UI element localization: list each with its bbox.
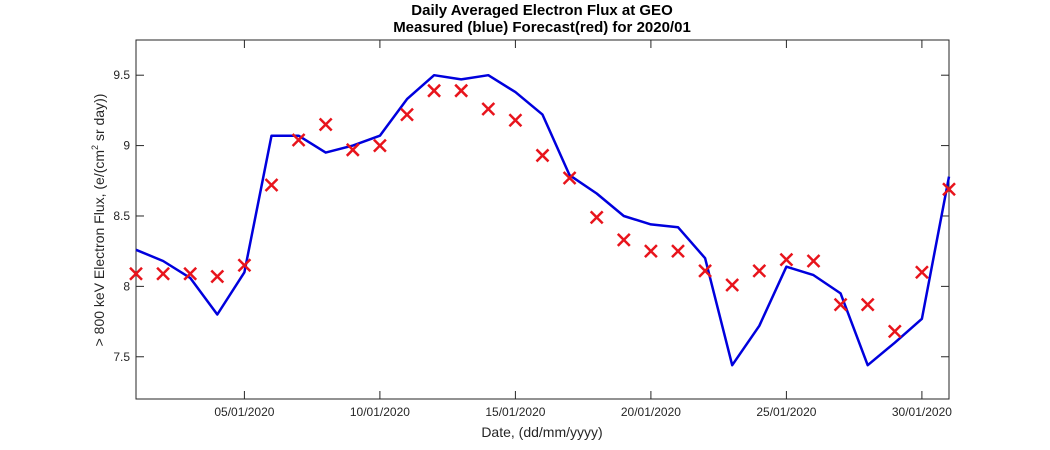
forecast-point <box>508 113 523 128</box>
forecast-point-stroke <box>915 265 929 280</box>
forecast-point-stroke <box>942 182 956 197</box>
forecast-point-stroke <box>644 244 658 259</box>
forecast-point-stroke <box>671 244 685 259</box>
forecast-point <box>156 266 170 281</box>
forecast-point <box>427 83 441 98</box>
forecast-point-stroke <box>156 266 170 281</box>
forecast-point <box>616 233 631 247</box>
chart-subtitle: Measured (blue) Forecast(red) for 2020/0… <box>393 19 691 36</box>
forecast-point-stroke <box>860 297 875 312</box>
forecast-point <box>887 324 902 339</box>
forecast-point <box>833 297 848 312</box>
forecast-point-stroke <box>698 264 712 278</box>
forecast-point <box>129 266 143 281</box>
y-tick-label: 8 <box>123 279 130 293</box>
measured-series-line <box>135 73 951 367</box>
x-axis-label: Date, (dd/mm/yyyy) <box>481 424 602 440</box>
forecast-point <box>752 264 767 278</box>
forecast-point-stroke <box>373 138 387 153</box>
forecast-point-stroke <box>833 297 848 312</box>
y-tick-label: 9 <box>123 139 130 153</box>
forecast-point <box>183 266 198 281</box>
plot-frame <box>135 39 950 400</box>
forecast-point-stroke <box>562 171 577 185</box>
x-tick-label: 25/01/2020 <box>756 405 816 419</box>
forecast-point-stroke <box>806 254 821 268</box>
forecast-point <box>535 148 550 163</box>
forecast-point <box>589 210 604 225</box>
forecast-point <box>562 171 577 185</box>
chart-title: Daily Averaged Electron Flux at GEO <box>411 2 673 19</box>
x-tick-label: 30/01/2020 <box>892 405 952 419</box>
forecast-point <box>779 252 794 267</box>
forecast-point-stroke <box>887 324 902 339</box>
y-axis-label: > 800 keV Electron Flux, (e/(cm2 sr day)… <box>90 94 107 347</box>
forecast-point-stroke <box>345 142 360 157</box>
series-layer <box>129 73 956 367</box>
forecast-point-stroke <box>454 83 469 98</box>
forecast-point-stroke <box>183 266 198 281</box>
forecast-point-stroke <box>535 148 550 163</box>
forecast-point-stroke <box>779 252 794 267</box>
x-axis: 05/01/2020 10/01/2020 15/01/2020 20/01/2020… <box>214 40 952 419</box>
forecast-point-stroke <box>237 258 252 273</box>
forecast-point-stroke <box>508 113 523 128</box>
forecast-point <box>644 244 658 259</box>
forecast-point <box>806 254 821 268</box>
forecast-point-stroke <box>752 264 767 278</box>
forecast-point <box>698 264 712 278</box>
forecast-point <box>454 83 469 98</box>
forecast-point <box>400 107 414 122</box>
forecast-point <box>725 278 740 292</box>
forecast-point-stroke <box>427 83 441 98</box>
forecast-point-stroke <box>400 107 414 122</box>
forecast-point-stroke <box>210 269 225 284</box>
forecast-point-stroke <box>129 266 143 281</box>
forecast-point <box>318 117 333 132</box>
forecast-point <box>481 102 496 116</box>
y-tick-label: 9.5 <box>113 68 130 82</box>
forecast-point <box>210 269 225 284</box>
forecast-point-stroke <box>616 233 631 247</box>
forecast-point <box>237 258 252 273</box>
y-axis: 7.5 8 8.5 9 9.5 <box>113 68 949 364</box>
forecast-point-stroke <box>318 117 333 132</box>
forecast-point-stroke <box>481 102 496 116</box>
forecast-point-stroke <box>264 178 279 192</box>
forecast-point <box>671 244 685 259</box>
forecast-point-stroke <box>725 278 740 292</box>
x-tick-label: 05/01/2020 <box>214 405 274 419</box>
forecast-point <box>915 265 929 280</box>
forecast-point <box>264 178 279 192</box>
forecast-point <box>291 133 306 147</box>
forecast-point <box>860 297 875 312</box>
x-tick-label: 10/01/2020 <box>350 405 410 419</box>
forecast-point-stroke <box>291 133 306 147</box>
forecast-point-stroke <box>589 210 604 225</box>
x-tick-label: 15/01/2020 <box>485 405 545 419</box>
forecast-point <box>345 142 360 157</box>
y-tick-label: 8.5 <box>113 209 130 223</box>
y-tick-label: 7.5 <box>113 350 130 364</box>
forecast-point <box>942 182 956 197</box>
x-tick-label: 20/01/2020 <box>621 405 681 419</box>
forecast-point <box>373 138 387 153</box>
